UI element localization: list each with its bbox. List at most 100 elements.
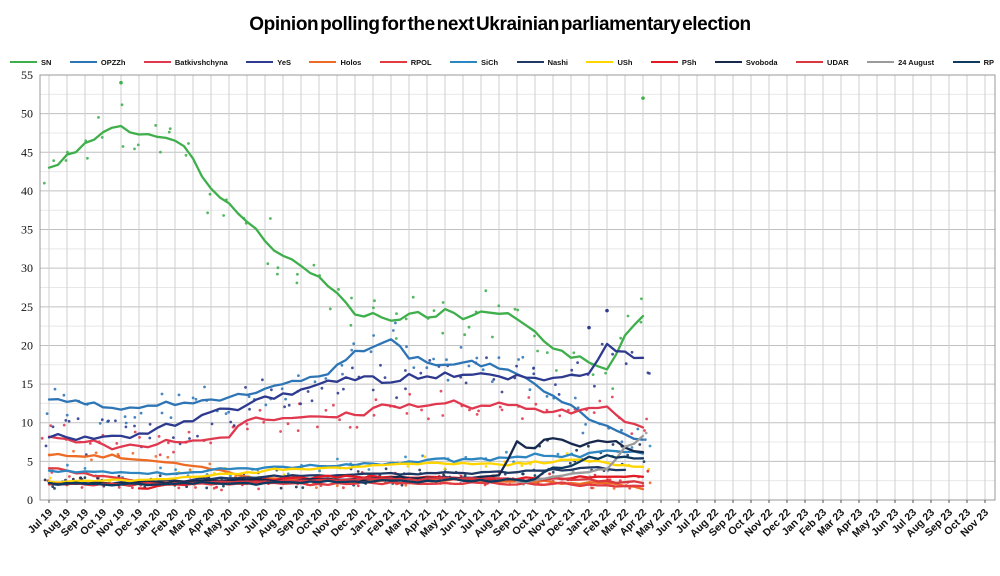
- poll-dot: [258, 408, 262, 412]
- poll-dot: [394, 321, 397, 325]
- poll-dot: [44, 444, 48, 448]
- poll-dot: [131, 486, 134, 490]
- poll-dot: [196, 434, 199, 438]
- poll-dot: [286, 472, 290, 476]
- legend-line-swatch: [309, 61, 337, 63]
- poll-dot: [442, 473, 445, 477]
- poll-dot: [49, 424, 53, 427]
- legend-item-yes: YeS: [246, 58, 291, 67]
- poll-outlier-dot: [119, 80, 123, 85]
- poll-dot: [630, 446, 634, 449]
- poll-dot: [299, 402, 302, 406]
- poll-dot: [576, 361, 579, 364]
- y-axis-tick-label: 0: [27, 493, 33, 507]
- poll-dot: [636, 427, 640, 431]
- legend-line-swatch: [246, 61, 274, 63]
- poll-dot: [408, 392, 412, 396]
- poll-dot: [245, 422, 249, 426]
- y-axis-tick-label: 20: [21, 338, 33, 352]
- poll-dot: [154, 455, 158, 458]
- poll-dot: [194, 397, 198, 401]
- legend-line-swatch: [143, 61, 171, 63]
- legend-line-swatch: [586, 61, 614, 63]
- poll-dot: [107, 419, 110, 423]
- y-axis-tick-label: 55: [21, 68, 33, 82]
- trend-line-batkivshchyna: [47, 399, 645, 451]
- poll-dot: [133, 416, 137, 419]
- poll-dot: [490, 380, 494, 383]
- poll-dot: [45, 412, 49, 415]
- grid: [39, 74, 996, 501]
- poll-dot: [191, 396, 195, 400]
- poll-dot: [261, 378, 264, 382]
- trend-line-sich: [47, 449, 645, 476]
- poll-dot: [296, 429, 300, 432]
- poll-dot: [169, 416, 173, 419]
- poll-dot: [167, 441, 170, 445]
- poll-dot: [266, 262, 270, 266]
- poll-dot: [573, 396, 577, 400]
- poll-dot: [545, 351, 549, 354]
- poll-dot: [405, 412, 409, 415]
- poll-dot: [545, 408, 549, 412]
- legend-line-swatch: [69, 61, 97, 63]
- poll-dot: [98, 422, 102, 425]
- poll-dot: [593, 384, 596, 388]
- poll-dot: [279, 430, 282, 433]
- poll-dot: [555, 369, 558, 372]
- poll-dot: [645, 417, 648, 421]
- poll-dot: [51, 485, 55, 488]
- poll-dot: [310, 399, 314, 403]
- poll-dot: [53, 487, 56, 490]
- poll-dot: [131, 451, 135, 455]
- legend-line-swatch: [714, 61, 742, 63]
- poll-dot: [600, 342, 604, 346]
- legend-label: RP: [983, 57, 994, 67]
- trend-line-sn: [47, 124, 645, 371]
- poll-dot: [355, 425, 359, 429]
- poll-outlier-dot: [605, 308, 609, 313]
- poll-dot: [648, 481, 652, 485]
- poll-dot: [432, 309, 436, 312]
- poll-dot: [557, 393, 561, 396]
- poll-dot: [532, 372, 536, 376]
- poll-dot: [336, 457, 339, 461]
- poll-dot: [284, 397, 287, 401]
- legend-label: PSh: [681, 57, 697, 67]
- legend-label: SiCh: [481, 57, 499, 67]
- poll-dot: [172, 436, 175, 439]
- poll-dot: [194, 486, 197, 489]
- poll-dot: [227, 410, 231, 414]
- poll-dot: [516, 308, 520, 312]
- poll-dot: [515, 364, 518, 368]
- poll-dot: [301, 486, 305, 489]
- poll-dot: [124, 421, 128, 425]
- poll-dot: [71, 477, 75, 481]
- poll-dot: [411, 295, 415, 299]
- legend-label: USh: [617, 57, 633, 67]
- poll-dot: [350, 348, 354, 352]
- poll-dot: [66, 150, 69, 154]
- poll-dot: [492, 378, 496, 381]
- poll-dot: [533, 474, 537, 477]
- poll-dot: [270, 388, 273, 392]
- poll-dot: [356, 470, 360, 473]
- poll-dot: [133, 430, 137, 434]
- poll-dot: [187, 430, 191, 434]
- poll-dot: [640, 297, 643, 301]
- poll-dot: [247, 395, 251, 398]
- legend-item-psh: PSh: [650, 57, 697, 67]
- poll-dot: [220, 488, 223, 492]
- legend-item-udar: UDAR: [796, 58, 849, 67]
- poll-dot: [52, 159, 56, 163]
- poll-dot: [174, 468, 178, 471]
- y-axis-tick-label: 15: [21, 377, 33, 391]
- y-axis-tick-label: 50: [21, 107, 33, 121]
- poll-dot: [620, 428, 623, 432]
- legend-item-sn: SN: [10, 58, 51, 67]
- poll-dot: [280, 387, 284, 391]
- poll-dot: [533, 334, 536, 338]
- poll-dot: [584, 423, 587, 426]
- poll-dot: [336, 391, 340, 395]
- poll-dot: [124, 425, 128, 429]
